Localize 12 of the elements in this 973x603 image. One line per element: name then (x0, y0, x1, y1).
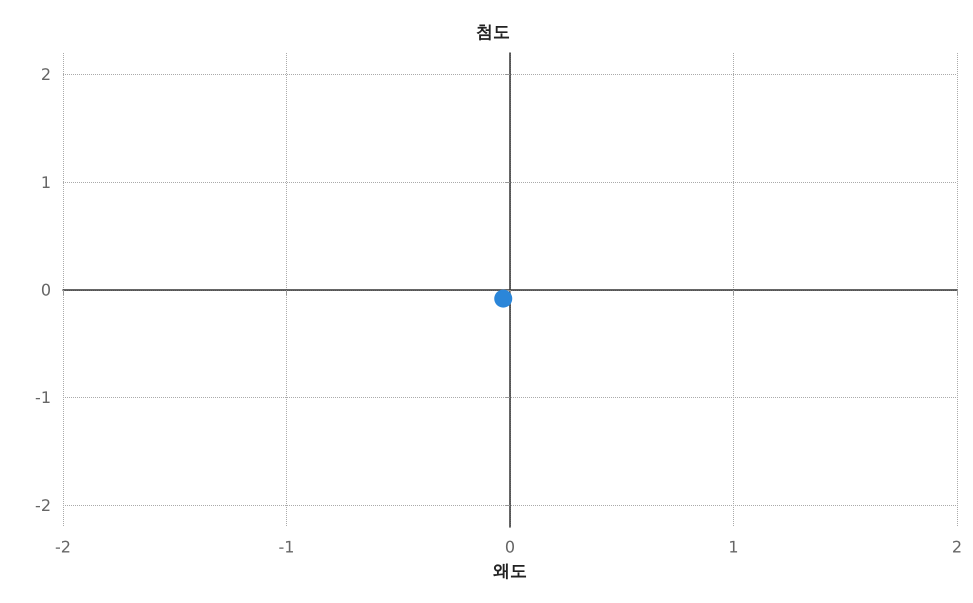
y-axis-title: 첨도 (476, 22, 510, 42)
y-tick-label: -1 (35, 388, 51, 408)
x-tick-label: 2 (952, 538, 962, 556)
y-tick-label: -2 (35, 496, 51, 515)
y-tick-label: 1 (40, 172, 51, 192)
x-axis-title: 왜도 (492, 562, 527, 582)
x-tick-label: -1 (278, 538, 294, 556)
x-tick-label: -2 (55, 538, 71, 556)
y-tick-label: 0 (40, 280, 51, 300)
x-tick-label: 0 (504, 538, 516, 556)
x-tick-label: 1 (728, 538, 739, 556)
y-tick-label: 2 (40, 65, 51, 84)
